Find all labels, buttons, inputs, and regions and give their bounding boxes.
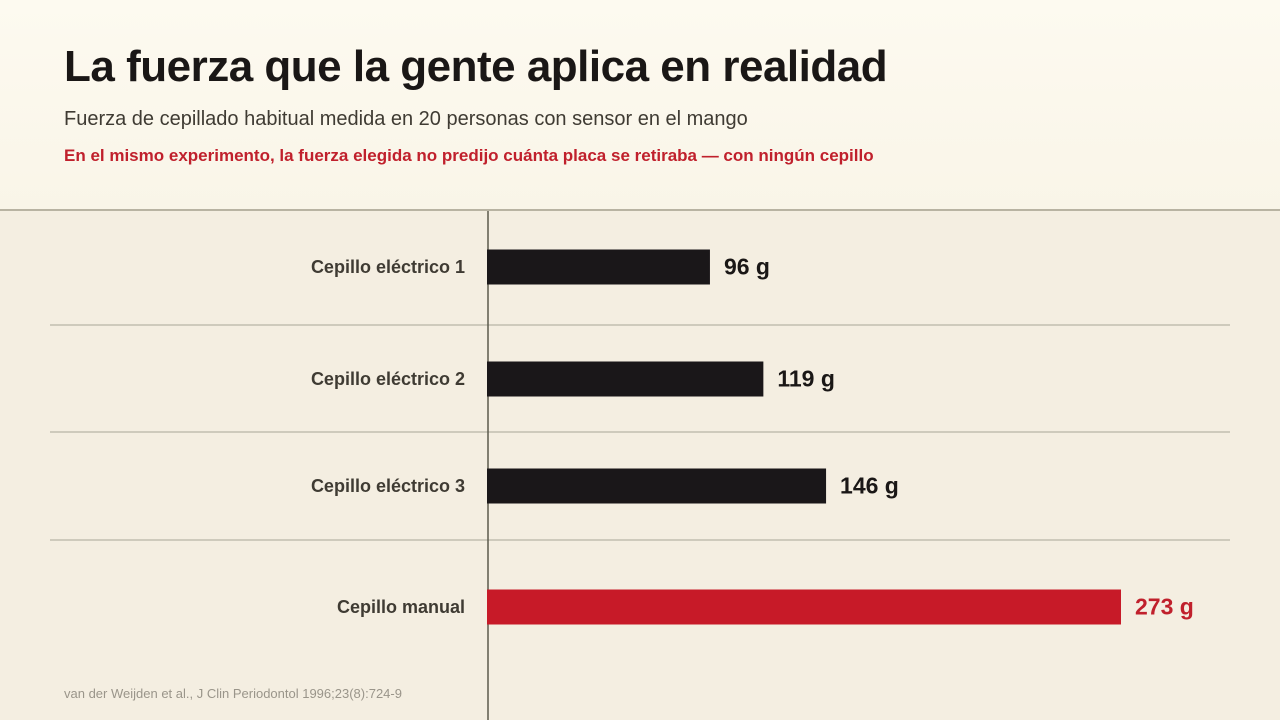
- bar: [487, 468, 827, 504]
- category-label: Cepillo eléctrico 3: [311, 476, 465, 496]
- category-label: Cepillo eléctrico 1: [311, 257, 465, 277]
- bar: [487, 589, 1121, 625]
- bar: [487, 249, 710, 285]
- page-subtitle: Fuerza de cepillado habitual medida en 2…: [64, 108, 748, 130]
- value-label: 273 g: [1135, 594, 1194, 620]
- source-citation: van der Weijden et al., J Clin Periodont…: [64, 686, 402, 701]
- value-label: 146 g: [840, 473, 899, 499]
- header-divider: [0, 209, 1280, 211]
- category-label: Cepillo eléctrico 2: [311, 369, 465, 389]
- header-background: [0, 0, 1280, 210]
- value-label: 119 g: [777, 366, 835, 392]
- highlight-note: En el mismo experimento, la fuerza elegi…: [64, 146, 874, 165]
- page-title: La fuerza que la gente aplica en realida…: [64, 42, 888, 91]
- bar: [487, 361, 764, 397]
- category-label: Cepillo manual: [337, 597, 465, 617]
- value-label: 96 g: [724, 254, 770, 280]
